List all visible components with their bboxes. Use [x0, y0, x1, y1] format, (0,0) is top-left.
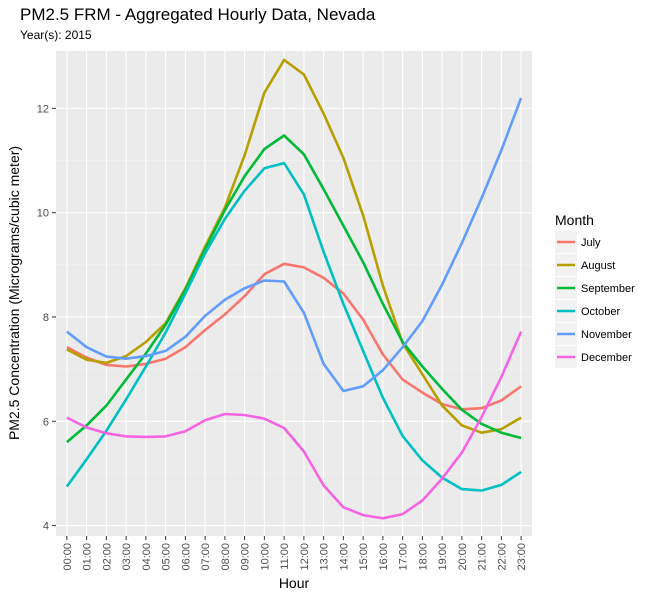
- y-tick-label: 6: [43, 416, 49, 428]
- x-tick-label: 09:00: [240, 543, 252, 571]
- legend-label-december: December: [581, 352, 632, 364]
- x-tick-label: 18:00: [417, 543, 429, 571]
- y-tick-label: 8: [43, 312, 49, 324]
- x-tick-label: 16:00: [378, 543, 390, 571]
- x-tick-label: 23:00: [516, 543, 528, 571]
- y-tick-label: 4: [43, 521, 49, 533]
- x-axis-title: Hour: [279, 575, 310, 591]
- x-tick-label: 01:00: [82, 543, 94, 571]
- x-tick-label: 12:00: [299, 543, 311, 571]
- legend-label-august: August: [581, 260, 615, 272]
- x-tick-label: 08:00: [220, 543, 232, 571]
- series-line-august: [66, 58, 522, 435]
- legend-title: Month: [555, 212, 594, 228]
- y-axis-title: PM2.5 Concentration (Micrograms/cubic me…: [6, 146, 22, 440]
- x-tick-label: 13:00: [319, 543, 331, 571]
- x-tick-label: 17:00: [398, 543, 410, 571]
- x-tick-label: 22:00: [496, 543, 508, 571]
- y-axis: 4 6 8 10 12: [37, 103, 56, 533]
- legend-label-july: July: [581, 237, 601, 249]
- x-tick-label: 05:00: [161, 543, 173, 571]
- x-tick-label: 03:00: [121, 543, 133, 571]
- x-tick-label: 20:00: [457, 543, 469, 571]
- plot-panel: [56, 51, 532, 536]
- legend: Month July August September October November…: [555, 212, 635, 368]
- x-tick-label: 06:00: [180, 543, 192, 571]
- y-tick-label: 10: [37, 208, 49, 220]
- series-line-november: [66, 97, 523, 393]
- x-tick-label: 15:00: [358, 543, 370, 571]
- legend-label-september: September: [581, 283, 635, 295]
- series-line-july: [66, 262, 522, 411]
- y-tick-label: 12: [37, 103, 49, 115]
- series-lines: [65, 58, 523, 520]
- grid-lines: [56, 51, 532, 536]
- x-tick-label: 10:00: [259, 543, 271, 571]
- x-tick-label: 04:00: [141, 543, 153, 571]
- chart-title: PM2.5 FRM - Aggregated Hourly Data, Neva…: [20, 5, 376, 24]
- x-tick-label: 14:00: [338, 543, 350, 571]
- chart-subtitle: Year(s): 2015: [20, 28, 92, 42]
- legend-label-november: November: [581, 329, 632, 341]
- x-tick-label: 21:00: [477, 543, 489, 571]
- series-line-october: [65, 161, 522, 492]
- x-tick-label: 07:00: [200, 543, 212, 571]
- x-tick-label: 19:00: [437, 543, 449, 571]
- x-tick-label: 11:00: [279, 543, 291, 570]
- x-tick-label: 00:00: [62, 543, 74, 571]
- legend-label-october: October: [581, 306, 620, 318]
- x-tick-label: 02:00: [101, 543, 113, 571]
- x-axis: 00:00 01:00 02:00 03:00 04:00 05:00 06:00 07:00…: [62, 536, 528, 571]
- series-line-december: [66, 331, 523, 520]
